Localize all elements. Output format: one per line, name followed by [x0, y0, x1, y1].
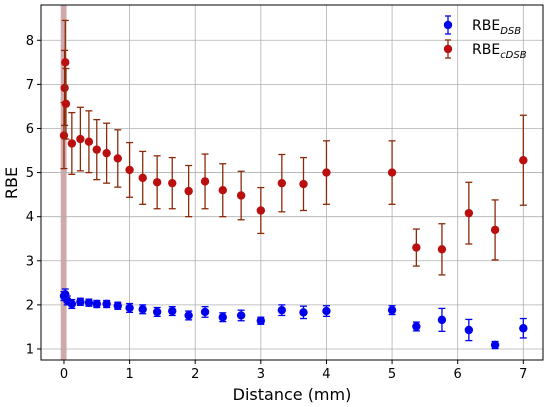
x-tick-label: 5	[388, 367, 396, 382]
data-point-cdsb	[387, 168, 397, 177]
data-point-cdsb	[60, 83, 69, 93]
data-point-dsb	[67, 299, 77, 309]
data-point-dsb	[92, 299, 101, 309]
data-point-dsb	[138, 305, 147, 314]
grid-layer	[41, 5, 543, 360]
data-point-cdsb	[490, 225, 500, 235]
data-point-cdsb	[168, 178, 177, 188]
data-point-cdsb	[61, 58, 70, 67]
x-tick-label: 3	[257, 367, 265, 382]
x-tick-label: 0	[60, 367, 68, 382]
x-axis-title: Distance (mm)	[233, 385, 352, 404]
data-point-dsb	[464, 325, 474, 335]
legend-label-dsb: RBEDSB	[472, 18, 521, 37]
legend-marker-dsb	[443, 20, 453, 30]
y-tick-label: 4	[26, 210, 34, 225]
data-point-cdsb	[412, 243, 421, 252]
legend-marker-cdsb	[443, 44, 453, 54]
data-point-cdsb	[277, 178, 287, 188]
y-tick-label: 6	[26, 122, 34, 137]
y-tick-label: 3	[26, 254, 34, 269]
data-point-dsb	[277, 305, 287, 315]
data-point-dsb	[125, 303, 134, 313]
data-point-cdsb	[200, 177, 210, 186]
data-point-dsb	[168, 306, 177, 316]
x-tick-label: 6	[454, 367, 462, 382]
data-point-dsb	[256, 316, 266, 325]
data-point-cdsb	[184, 186, 193, 196]
y-tick-label: 8	[26, 34, 34, 49]
legend-label-cdsb-main: RBE	[472, 42, 500, 58]
data-point-dsb	[113, 301, 122, 310]
data-point-cdsb	[519, 156, 528, 165]
data-point-dsb	[437, 315, 447, 325]
y-tick-label: 5	[26, 166, 34, 181]
x-tick-label: 2	[191, 367, 199, 382]
data-point-cdsb	[299, 179, 308, 189]
series-layer	[59, 19, 528, 350]
data-point-dsb	[412, 322, 421, 331]
tick-layer: 0 1 2 3 4 5 6 7 1 2 3 4 5 6 7 8	[26, 34, 528, 382]
data-point-dsb	[200, 307, 210, 317]
legend: RBEDSB RBEcDSB	[443, 15, 527, 61]
data-point-cdsb	[84, 137, 94, 146]
data-point-dsb	[387, 305, 397, 315]
data-point-cdsb	[322, 168, 331, 177]
y-tick-label: 2	[26, 298, 34, 313]
data-point-dsb	[490, 340, 500, 350]
plot-frame	[40, 4, 544, 361]
data-point-dsb	[102, 299, 111, 309]
x-tick-label: 7	[519, 367, 527, 382]
data-point-dsb	[322, 306, 331, 316]
legend-label-cdsb: RBEcDSB	[472, 42, 527, 61]
data-point-cdsb	[102, 148, 111, 158]
x-tick-label: 4	[322, 367, 330, 382]
data-point-cdsb	[92, 145, 101, 154]
legend-label-cdsb-sub: cDSB	[500, 50, 527, 61]
legend-label-dsb-sub: DSB	[500, 26, 521, 37]
data-point-cdsb	[76, 134, 85, 144]
series-dsb	[59, 288, 528, 350]
data-point-cdsb	[61, 99, 71, 108]
data-point-dsb	[76, 297, 85, 306]
data-point-cdsb	[236, 191, 246, 200]
data-point-dsb	[299, 308, 308, 317]
data-point-cdsb	[218, 186, 227, 195]
data-point-cdsb	[67, 139, 77, 148]
y-tick-label: 7	[26, 78, 34, 93]
data-point-dsb	[519, 324, 528, 333]
data-point-dsb	[84, 298, 94, 307]
data-point-cdsb	[125, 165, 134, 175]
data-point-cdsb	[464, 208, 474, 218]
data-point-cdsb	[138, 173, 147, 183]
y-tick-label: 1	[26, 342, 34, 357]
legend-entry-dsb: RBEDSB	[443, 15, 521, 37]
legend-entry-cdsb: RBEcDSB	[443, 39, 527, 61]
data-point-cdsb	[437, 245, 447, 254]
plot-background	[41, 5, 543, 360]
data-point-cdsb	[152, 178, 162, 187]
data-point-dsb	[218, 313, 227, 322]
data-point-dsb	[184, 311, 193, 320]
data-point-cdsb	[113, 154, 122, 163]
y-axis-title: RBE	[2, 167, 21, 199]
x-tick-label: 1	[125, 367, 133, 382]
series-cdsb	[59, 19, 528, 276]
data-point-dsb	[152, 307, 162, 317]
data-point-cdsb	[256, 206, 266, 215]
legend-label-dsb-main: RBE	[472, 18, 500, 34]
data-point-dsb	[236, 311, 246, 320]
